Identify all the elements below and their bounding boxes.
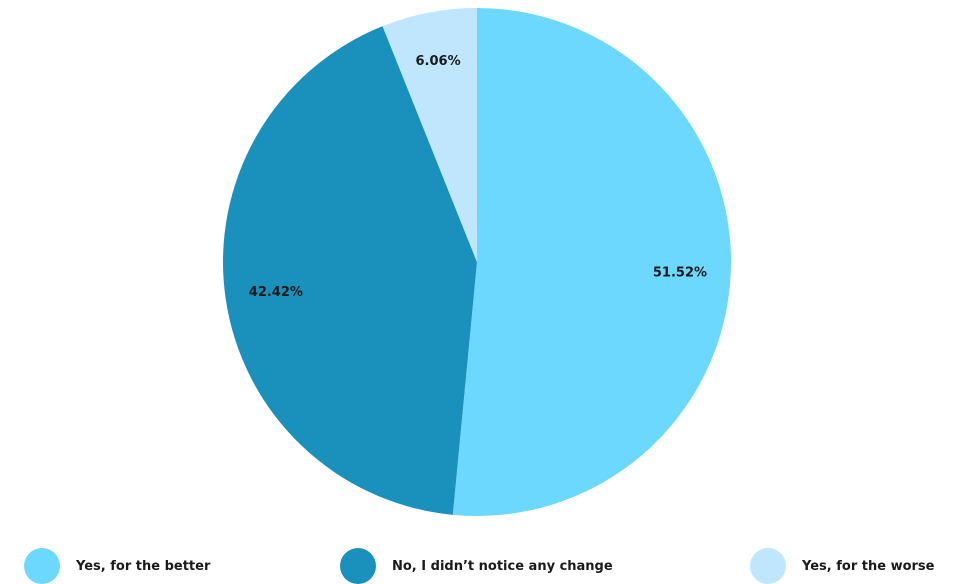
legend-swatch-yes-worse <box>750 548 786 584</box>
legend-label-yes-better: Yes, for the better <box>76 558 211 574</box>
legend-item-yes-worse: Yes, for the worse <box>750 548 934 584</box>
legend-item-yes-better: Yes, for the better <box>24 548 210 584</box>
slice-label-no-change: 42.42% <box>249 285 303 300</box>
slice-yes-worse <box>382 8 477 262</box>
slice-label-yes-better: 51.52% <box>653 266 707 281</box>
legend: Yes, for the better No, I didn’t notice … <box>0 548 959 584</box>
pie-chart-svg: 51.52% 42.42% 6.06% <box>222 8 731 517</box>
legend-label-no-change: No, I didn’t notice any change <box>392 558 613 574</box>
legend-label-yes-worse: Yes, for the worse <box>802 558 935 574</box>
slice-yes-better <box>452 8 731 517</box>
legend-swatch-yes-better <box>24 548 60 584</box>
legend-item-no-change: No, I didn’t notice any change <box>340 548 613 584</box>
slice-no-change <box>222 26 477 515</box>
legend-swatch-no-change <box>340 548 376 584</box>
slice-label-yes-worse: 6.06% <box>416 54 461 69</box>
